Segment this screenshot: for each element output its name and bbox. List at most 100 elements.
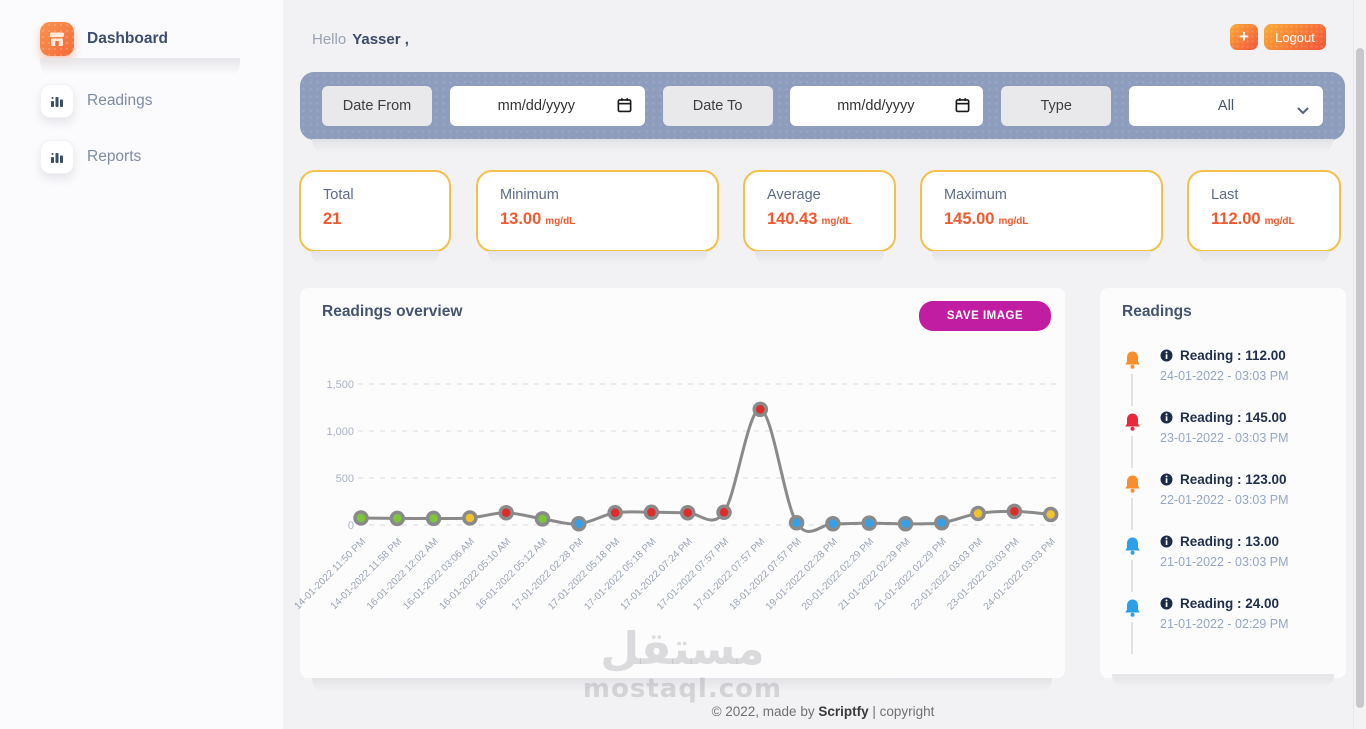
date-from-label: Date From — [322, 86, 432, 126]
x-axis-tick: 14-01-2022 11:50 PM — [292, 536, 368, 612]
chart-point[interactable] — [752, 401, 769, 418]
chart-point[interactable] — [425, 510, 442, 527]
bell-icon — [1125, 537, 1140, 555]
x-axis-tick: 16-01-2022 03:06 AM — [401, 536, 477, 612]
y-axis-tick: 0 — [348, 520, 354, 532]
x-axis-tick: 21-01-2022 02:29 PM — [873, 536, 949, 612]
store-icon — [40, 22, 74, 56]
reading-datetime: 24-01-2022 - 03:03 PM — [1160, 369, 1289, 383]
stat-label: Last — [1211, 187, 1239, 203]
card-shadow — [932, 251, 1151, 266]
scrollbar-track[interactable] — [1353, 0, 1366, 729]
chart-point[interactable] — [534, 511, 551, 527]
sidebar-item-reports[interactable]: Reports — [40, 140, 141, 174]
x-axis-tick: 17-01-2022 07:24 PM — [619, 536, 695, 612]
sidebar-item-label: Dashboard — [87, 30, 168, 47]
chart-point[interactable] — [353, 510, 369, 526]
chart-point[interactable] — [462, 510, 478, 526]
sidebar-item-label: Readings — [87, 92, 153, 109]
chart-point[interactable] — [679, 505, 696, 521]
stat-unit: mg/dL — [821, 216, 852, 227]
chart-point[interactable] — [716, 504, 732, 521]
chart-point[interactable] — [1006, 503, 1023, 520]
logout-button[interactable]: Logout — [1264, 24, 1326, 50]
x-axis-tick: 17-01-2022 05:18 PM — [546, 536, 622, 612]
card-shadow — [1199, 251, 1329, 266]
reading-item[interactable]: Reading : 112.00 24-01-2022 - 03:03 PM — [1124, 348, 1340, 406]
chart-point[interactable] — [970, 505, 986, 522]
chart-point[interactable] — [607, 505, 623, 521]
reading-item[interactable]: Reading : 123.00 22-01-2022 - 03:03 PM — [1124, 472, 1340, 530]
active-item-shadow — [40, 58, 240, 78]
y-axis-tick: 1,000 — [326, 426, 354, 438]
sidebar-item-dashboard[interactable]: Dashboard — [40, 22, 168, 56]
readings-timeline: Reading : 112.00 24-01-2022 - 03:03 PM R… — [1124, 348, 1340, 658]
x-axis-tick: 16-01-2022 05:12 AM — [474, 536, 550, 612]
stat-unit: mg/dL — [545, 216, 576, 227]
bell-icon — [1125, 599, 1140, 617]
reading-datetime: 23-01-2022 - 03:03 PM — [1160, 431, 1289, 445]
footer-brand-link[interactable]: Scriptfy — [818, 704, 869, 719]
type-select[interactable]: All — [1128, 86, 1323, 126]
chart-point[interactable] — [389, 510, 406, 527]
timeline-connector — [1131, 436, 1133, 468]
reading-datetime: 21-01-2022 - 02:29 PM — [1160, 617, 1289, 631]
stat-unit: mg/dL — [1264, 216, 1295, 227]
footer-text: | copyright — [872, 704, 935, 719]
chart-point[interactable] — [897, 516, 914, 532]
x-axis-tick: 17-01-2022 07:57 PM — [691, 536, 767, 612]
info-icon — [1160, 473, 1173, 486]
date-to-label: Date To — [662, 86, 773, 126]
timeline-connector — [1131, 622, 1133, 654]
add-button[interactable]: + — [1230, 24, 1258, 50]
date-from-input[interactable]: mm/dd/yyyy — [449, 86, 645, 126]
chart-point[interactable] — [788, 514, 805, 531]
greeting-hello: Hello — [312, 31, 347, 48]
sidebar-item-readings[interactable]: Readings — [40, 84, 153, 118]
stat-card-last: Last 112.00 mg/dL — [1187, 170, 1341, 252]
chart-point[interactable] — [934, 514, 950, 531]
x-axis-tick: 24-01-2022 03:03 PM — [982, 536, 1058, 612]
chart-panel: Readings overview SAVE IMAGE 0 500 1,000 1,… — [292, 288, 1065, 678]
stat-card-maximum: Maximum 145.00 mg/dL — [920, 170, 1163, 252]
reading-item[interactable]: Reading : 145.00 23-01-2022 - 03:03 PM — [1124, 410, 1340, 468]
stat-card-minimum: Minimum 13.00 mg/dL — [476, 170, 719, 252]
x-axis-tick: 20-01-2022 02:29 PM — [800, 536, 876, 612]
footer: © 2022, made by Scriptfy | copyright — [300, 704, 1346, 719]
greeting: Hello Yasser , — [312, 31, 409, 48]
reading-value: Reading : 145.00 — [1180, 410, 1287, 425]
calendar-icon[interactable] — [617, 97, 632, 118]
user-name: Yasser , — [352, 31, 409, 48]
x-axis-tick: 19-01-2022 02:28 PM — [764, 536, 840, 612]
info-icon — [1160, 411, 1173, 424]
save-image-button[interactable]: SAVE IMAGE — [919, 301, 1051, 331]
date-to-input[interactable]: mm/dd/yyyy — [790, 86, 984, 126]
reading-item[interactable]: Reading : 13.00 21-01-2022 - 03:03 PM — [1124, 534, 1340, 592]
stat-label: Maximum — [944, 187, 1007, 203]
stat-value: 13.00 — [500, 210, 542, 228]
chart-point[interactable] — [498, 505, 514, 521]
x-axis-tick: 18-01-2022 07:57 PM — [728, 536, 804, 612]
card-shadow — [755, 251, 884, 266]
reading-value: Reading : 24.00 — [1180, 596, 1280, 611]
stat-unit: mg/dL — [998, 216, 1029, 227]
reading-item[interactable]: Reading : 24.00 21-01-2022 - 02:29 PM — [1124, 596, 1340, 654]
panel-shadow — [312, 678, 1052, 693]
y-axis-tick: 1,500 — [326, 379, 354, 391]
type-select-value: All — [1217, 98, 1235, 114]
chart-point[interactable] — [571, 516, 587, 532]
chart-point[interactable] — [861, 515, 877, 531]
chart-point[interactable] — [643, 504, 660, 521]
scrollbar-thumb[interactable] — [1356, 48, 1364, 708]
x-axis-tick: 17-01-2022 07:57 PM — [655, 536, 731, 612]
y-axis-tick: 500 — [336, 473, 354, 485]
sidebar: Dashboard Readings Reports — [0, 0, 283, 729]
chart-point[interactable] — [1042, 506, 1059, 523]
x-axis-tick: 17-01-2022 02:28 PM — [510, 536, 586, 612]
stat-value: 145.00 — [944, 210, 995, 228]
sidebar-item-label: Reports — [87, 148, 142, 165]
reading-value: Reading : 112.00 — [1180, 348, 1286, 363]
calendar-icon[interactable] — [955, 97, 970, 118]
chart-point[interactable] — [825, 516, 841, 532]
stat-value: 21 — [323, 210, 342, 228]
